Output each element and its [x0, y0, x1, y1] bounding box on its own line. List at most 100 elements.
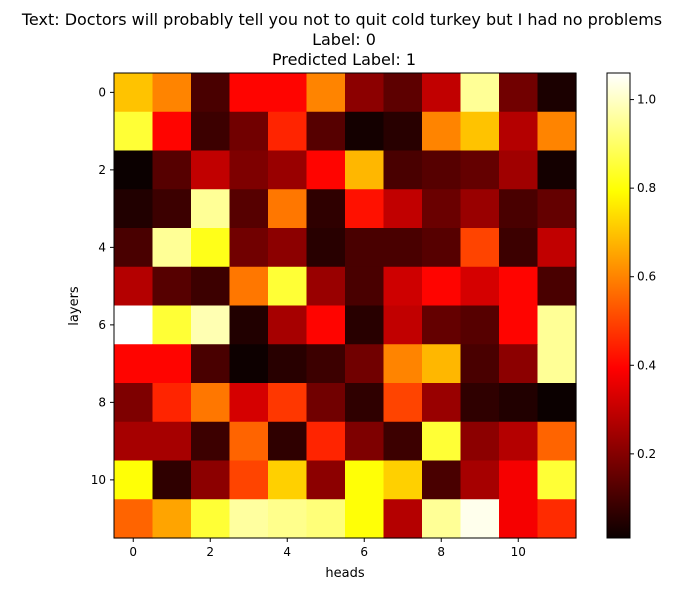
heatmap-cell-r10-c11	[537, 460, 577, 500]
heatmap-cell-r5-c0	[114, 266, 154, 307]
heatmap-cell-r6-c9	[460, 305, 500, 345]
x-tick-label: 2	[206, 545, 214, 559]
y-axis-label: layers	[67, 286, 82, 326]
heatmap-cell-r8-c2	[191, 383, 231, 423]
heatmap-cell-r10-c9	[460, 460, 500, 500]
x-tick-label: 8	[437, 545, 445, 559]
heatmap-cell-r2-c9	[460, 150, 500, 190]
heatmap-cell-r11-c6	[345, 499, 385, 539]
heatmap-cell-r11-c10	[499, 499, 539, 539]
heatmap-cell-r10-c0	[114, 460, 154, 500]
heatmap-cell-r7-c4	[268, 344, 308, 384]
heatmap-cell-r1-c11	[537, 111, 577, 152]
heatmap-cell-r4-c2	[191, 228, 231, 268]
heatmap-cell-r4-c9	[460, 228, 500, 268]
colorbar-tick-label: 0.4	[637, 358, 656, 372]
heatmap-cell-r3-c6	[345, 189, 385, 229]
heatmap-cell-r6-c4	[268, 305, 308, 345]
heatmap-cell-r4-c7	[383, 228, 423, 268]
heatmap-cell-r7-c8	[422, 344, 462, 384]
heatmap-cell-r3-c2	[191, 189, 231, 229]
heatmap-cell-r3-c7	[383, 189, 423, 229]
heatmap-cell-r7-c11	[537, 344, 577, 384]
heatmap-cell-r6-c1	[152, 305, 192, 345]
x-axis-ticks: 0 2 4 6 8 10	[129, 538, 526, 559]
heatmap-cell-r2-c4	[268, 150, 308, 190]
heatmap-cell-r10-c5	[306, 460, 346, 500]
heatmap-cell-r3-c4	[268, 189, 308, 229]
heatmap-cell-r9-c2	[191, 421, 231, 462]
heatmap-cell-r4-c8	[422, 228, 462, 268]
heatmap-cell-r4-c6	[345, 228, 385, 268]
heatmap-cell-r1-c6	[345, 111, 385, 152]
x-tick-label: 4	[283, 545, 291, 559]
heatmap-cell-r4-c4	[268, 228, 308, 268]
heatmap-cell-r5-c3	[229, 266, 269, 307]
heatmap-cell-r6-c2	[191, 305, 231, 345]
y-tick-label: 4	[98, 240, 106, 254]
heatmap-cell-r9-c8	[422, 421, 462, 462]
heatmap-cell-r5-c5	[306, 266, 346, 307]
heatmap-cell-r6-c6	[345, 305, 385, 345]
heatmap-cell-r3-c1	[152, 189, 192, 229]
heatmap-cell-r1-c2	[191, 111, 231, 152]
heatmap-cell-r5-c9	[460, 266, 500, 307]
heatmap-cell-r11-c8	[422, 499, 462, 539]
heatmap-cell-r2-c0	[114, 150, 154, 190]
heatmap-cell-r7-c10	[499, 344, 539, 384]
heatmap-cell-r2-c5	[306, 150, 346, 190]
x-axis-label: heads	[325, 566, 364, 581]
heatmap-cell-r2-c6	[345, 150, 385, 190]
heatmap-cell-r8-c0	[114, 383, 154, 423]
heatmap-cell-r4-c11	[537, 228, 577, 268]
heatmap-cell-r5-c2	[191, 266, 231, 307]
heatmap-cell-r6-c0	[114, 305, 154, 345]
heatmap-cell-r8-c10	[499, 383, 539, 423]
heatmap-cell-r9-c1	[152, 421, 192, 462]
heatmap-cell-r2-c7	[383, 150, 423, 190]
y-tick-label: 6	[98, 318, 106, 332]
heatmap-cell-r3-c11	[537, 189, 577, 229]
heatmap-cell-r1-c3	[229, 111, 269, 152]
chart-title-line-1: Text: Doctors will probably tell you not…	[21, 10, 662, 29]
heatmap-cell-r5-c8	[422, 266, 462, 307]
heatmap-cell-r4-c5	[306, 228, 346, 268]
heatmap-cell-r0-c1	[152, 73, 192, 113]
colorbar-tick-label: 0.8	[637, 181, 656, 195]
heatmap-cell-r8-c5	[306, 383, 346, 423]
heatmap-cell-r8-c1	[152, 383, 192, 423]
heatmap-cell-r3-c5	[306, 189, 346, 229]
heatmap-cell-r10-c3	[229, 460, 269, 500]
heatmap-cell-r10-c7	[383, 460, 423, 500]
heatmap-cell-r0-c3	[229, 73, 269, 113]
heatmap-cell-r1-c0	[114, 111, 154, 152]
heatmap-cell-r1-c1	[152, 111, 192, 152]
heatmap-cell-r5-c1	[152, 266, 192, 307]
heatmap-cell-r1-c10	[499, 111, 539, 152]
heatmap-cell-r4-c10	[499, 228, 539, 268]
heatmap-cell-r6-c11	[537, 305, 577, 345]
heatmap-cell-r0-c7	[383, 73, 423, 113]
heatmap-cell-r2-c1	[152, 150, 192, 190]
heatmap-cells	[114, 73, 577, 539]
chart-title-line-3: Predicted Label: 1	[272, 50, 416, 69]
heatmap-cell-r9-c10	[499, 421, 539, 462]
heatmap-cell-r9-c3	[229, 421, 269, 462]
heatmap-cell-r2-c3	[229, 150, 269, 190]
heatmap-cell-r6-c10	[499, 305, 539, 345]
heatmap-cell-r4-c0	[114, 228, 154, 268]
chart-title-line-2: Label: 0	[312, 30, 376, 49]
heatmap-cell-r7-c3	[229, 344, 269, 384]
heatmap-cell-r7-c9	[460, 344, 500, 384]
heatmap-cell-r8-c7	[383, 383, 423, 423]
heatmap-cell-r11-c0	[114, 499, 154, 539]
heatmap-cell-r10-c4	[268, 460, 308, 500]
heatmap-cell-r3-c9	[460, 189, 500, 229]
heatmap-cell-r5-c4	[268, 266, 308, 307]
heatmap-cell-r11-c4	[268, 499, 308, 539]
heatmap-cell-r7-c0	[114, 344, 154, 384]
heatmap-cell-r7-c5	[306, 344, 346, 384]
heatmap-cell-r8-c9	[460, 383, 500, 423]
heatmap-cell-r6-c5	[306, 305, 346, 345]
